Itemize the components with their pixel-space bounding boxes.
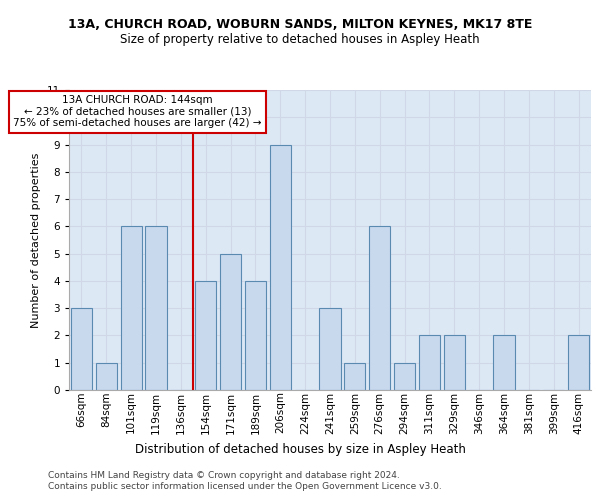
- Bar: [344, 362, 365, 390]
- Bar: [568, 336, 589, 390]
- Text: 13A CHURCH ROAD: 144sqm
← 23% of detached houses are smaller (13)
75% of semi-de: 13A CHURCH ROAD: 144sqm ← 23% of detache…: [13, 95, 262, 128]
- Text: Distribution of detached houses by size in Aspley Heath: Distribution of detached houses by size …: [134, 442, 466, 456]
- Bar: [270, 144, 291, 390]
- Bar: [394, 362, 415, 390]
- Bar: [493, 336, 515, 390]
- Bar: [195, 281, 216, 390]
- Bar: [319, 308, 341, 390]
- Bar: [220, 254, 241, 390]
- Bar: [369, 226, 390, 390]
- Bar: [419, 336, 440, 390]
- Bar: [121, 226, 142, 390]
- Bar: [145, 226, 167, 390]
- Text: Contains HM Land Registry data © Crown copyright and database right 2024.: Contains HM Land Registry data © Crown c…: [48, 471, 400, 480]
- Bar: [96, 362, 117, 390]
- Text: Size of property relative to detached houses in Aspley Heath: Size of property relative to detached ho…: [120, 32, 480, 46]
- Y-axis label: Number of detached properties: Number of detached properties: [31, 152, 41, 328]
- Text: Contains public sector information licensed under the Open Government Licence v3: Contains public sector information licen…: [48, 482, 442, 491]
- Bar: [71, 308, 92, 390]
- Text: 13A, CHURCH ROAD, WOBURN SANDS, MILTON KEYNES, MK17 8TE: 13A, CHURCH ROAD, WOBURN SANDS, MILTON K…: [68, 18, 532, 30]
- Bar: [245, 281, 266, 390]
- Bar: [444, 336, 465, 390]
